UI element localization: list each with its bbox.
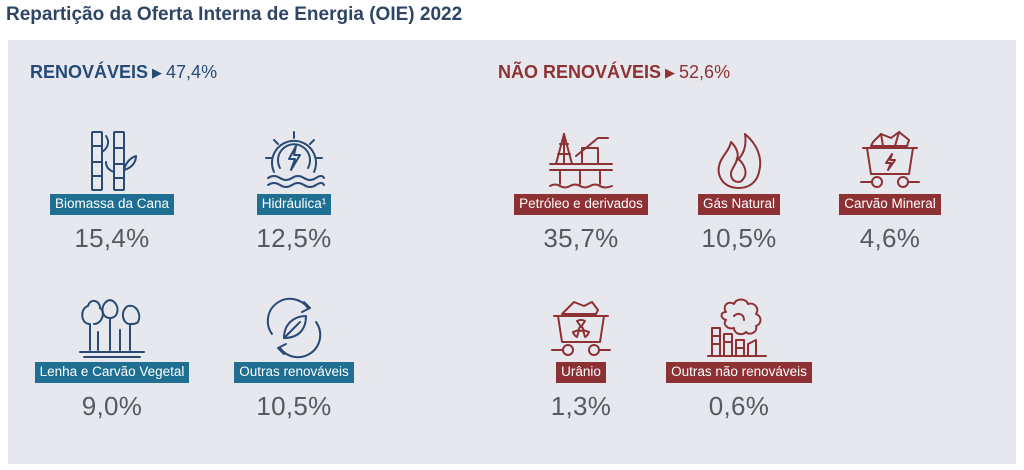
oil-platform-icon	[549, 133, 613, 189]
item-value: 10,5%	[256, 391, 332, 421]
item-value: 1,3%	[550, 391, 612, 421]
coal-cart-icon	[860, 131, 920, 188]
sugarcane-icon	[91, 131, 137, 191]
item-label: Biomassa da Cana	[49, 194, 175, 215]
item-label: Gás Natural	[697, 194, 781, 215]
item-petroleo-e-derivados: Petróleo e derivados 35,7%	[481, 126, 681, 254]
non-renewables-title: NÃO RENOVÁVEIS	[498, 62, 662, 82]
flame-icon	[717, 133, 762, 189]
item-label: Carvão Mineral	[839, 194, 941, 215]
non-renewables-total: 52,6%	[679, 62, 731, 82]
item-value: 10,5%	[701, 223, 777, 253]
forest-icon	[79, 299, 145, 358]
item-value: 15,4%	[74, 223, 150, 253]
item-label: Petróleo e derivados	[514, 194, 648, 215]
item-uranio: Urânio 1,3%	[481, 294, 681, 422]
item-value: 9,0%	[81, 391, 143, 421]
item-biomassa-da-cana: Biomassa da Cana 15,4%	[12, 126, 212, 254]
item-lenha-e-carvao-vegetal: Lenha e Carvão Vegetal 9,0%	[12, 294, 212, 422]
industry-smoke-icon	[707, 298, 767, 357]
item-hidraulica: Hidráulica¹ 12,5%	[194, 126, 394, 254]
item-label: Outras renováveis	[234, 362, 354, 383]
item-label: Outras não renováveis	[666, 362, 812, 383]
arrow-right-icon: ▶	[665, 65, 676, 80]
item-label: Urânio	[556, 362, 606, 383]
renewables-header: RENOVÁVEIS ▶ 47,4%	[30, 62, 217, 83]
item-label: Lenha e Carvão Vegetal	[34, 362, 190, 383]
item-label: Hidráulica¹	[256, 194, 332, 215]
item-carvao-mineral: Carvão Mineral 4,6%	[790, 126, 990, 254]
renewables-total: 47,4%	[166, 62, 218, 82]
uranium-cart-icon	[551, 301, 611, 356]
item-gas-natural: Gás Natural 10,5%	[639, 126, 839, 254]
hydro-icon	[265, 131, 325, 188]
page-title: Repartição da Oferta Interna de Energia …	[6, 4, 463, 25]
non-renewables-header: NÃO RENOVÁVEIS ▶ 52,6%	[498, 62, 730, 83]
arrow-right-icon: ▶	[152, 65, 163, 80]
recycle-leaf-icon	[266, 297, 322, 359]
item-outras-nao-renovaveis: Outras não renováveis 0,6%	[639, 294, 839, 422]
item-value: 0,6%	[708, 391, 770, 421]
content-panel	[8, 40, 1016, 464]
item-value: 35,7%	[543, 223, 619, 253]
item-outras-renovaveis: Outras renováveis 10,5%	[194, 294, 394, 422]
renewables-title: RENOVÁVEIS	[30, 62, 149, 82]
item-value: 4,6%	[859, 223, 921, 253]
item-value: 12,5%	[256, 223, 332, 253]
